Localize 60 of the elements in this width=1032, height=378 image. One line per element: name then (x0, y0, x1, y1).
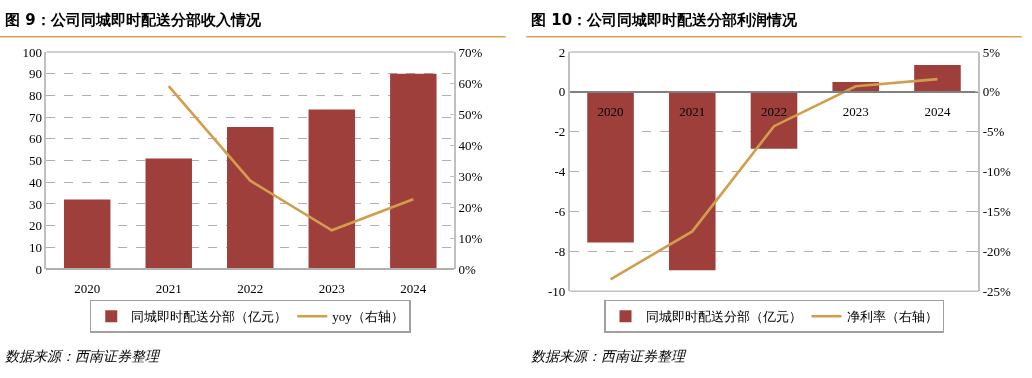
bar (587, 91, 634, 243)
y-tick-label: 80 (29, 87, 43, 103)
y-tick-label: -8 (554, 243, 566, 259)
bar (390, 73, 437, 270)
y-tick-label: 0 (558, 84, 566, 100)
y-tick-label: 2 (558, 44, 566, 60)
y2-tick-label: 40% (458, 137, 483, 153)
chart-title: 图 9：公司同城即时配送分部收入情况 (5, 11, 262, 29)
y-tick-label: 40 (29, 174, 43, 190)
y2-tick-label: 10% (458, 230, 483, 246)
x-tick-label: 2021 (155, 281, 182, 297)
y-tick-label: 100 (22, 44, 43, 60)
y2-tick-label: -25% (982, 283, 1012, 299)
y-tick-label: 10 (29, 239, 43, 255)
y2-tick-label: 0% (982, 84, 1001, 100)
chart-title: 图 10：公司同城即时配送分部利润情况 (531, 11, 799, 29)
y-tick-label: 50 (29, 153, 43, 169)
x-tick-label: 2020 (74, 281, 101, 297)
bar (227, 126, 274, 270)
x-tick-label: 2022 (761, 104, 787, 120)
legend-label: 净利率（右轴） (846, 309, 938, 325)
source-note: 数据来源：西南证券整理 (531, 348, 687, 364)
x-tick-label: 2023 (318, 281, 345, 297)
x-tick-label: 2024 (400, 281, 427, 297)
y-tick-label: 70 (29, 109, 43, 125)
y-tick-label: 90 (29, 66, 43, 82)
y-tick-label: -4 (554, 164, 566, 180)
y-tick-label: 60 (29, 131, 43, 147)
legend-label: 同城即时配送分部（亿元） (645, 309, 802, 325)
y-tick-label: -2 (554, 124, 566, 140)
x-tick-label: 2024 (924, 104, 951, 120)
y2-tick-label: -15% (982, 204, 1012, 220)
bar (668, 91, 716, 271)
bar (308, 109, 356, 270)
bar (63, 199, 111, 270)
y2-tick-label: 50% (458, 106, 483, 122)
y2-tick-label: 20% (458, 199, 483, 215)
x-tick-label: 2021 (679, 104, 706, 120)
bar (145, 158, 192, 270)
y2-tick-label: 60% (458, 75, 483, 91)
y-tick-label: 0 (35, 261, 43, 277)
bar (914, 64, 961, 92)
y2-tick-label: 30% (458, 168, 483, 184)
legend-label: 同城即时配送分部（亿元） (131, 309, 288, 325)
legend-label: yoy（右轴） (332, 309, 404, 325)
source-note: 数据来源：西南证券整理 (5, 348, 161, 364)
y-tick-label: -10 (547, 283, 566, 299)
y2-tick-label: 70% (458, 44, 483, 60)
y2-tick-label: -10% (982, 164, 1012, 180)
line-series (167, 84, 415, 232)
y2-tick-label: 0% (458, 261, 476, 277)
x-tick-label: 2020 (597, 104, 624, 120)
x-tick-label: 2022 (237, 281, 264, 297)
y2-tick-label: -20% (982, 243, 1012, 259)
x-tick-label: 2023 (842, 104, 869, 120)
y-tick-label: -6 (554, 204, 566, 220)
y-tick-label: 30 (29, 196, 43, 212)
y-tick-label: 20 (29, 218, 43, 234)
y2-tick-label: 5% (982, 44, 1001, 60)
y2-tick-label: -5% (982, 124, 1005, 140)
